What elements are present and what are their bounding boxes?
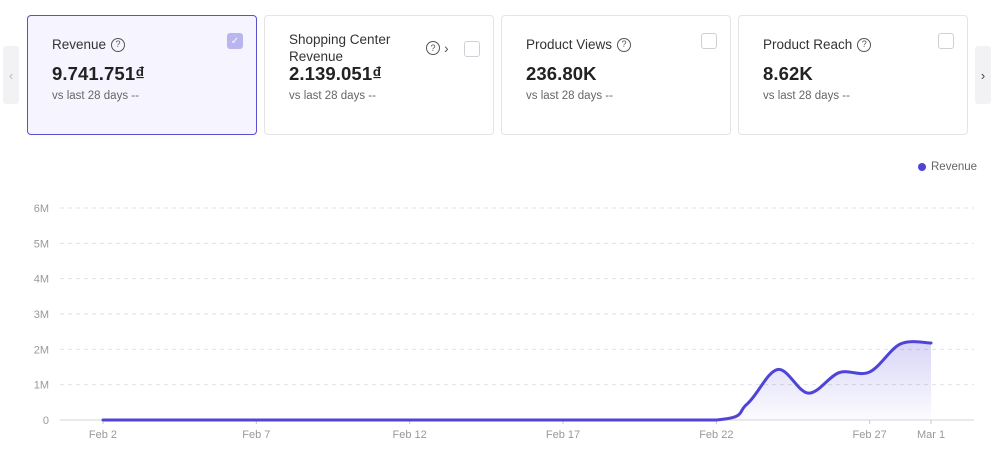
- metric-card-shopping-center-revenue[interactable]: Shopping Center Revenue ? › 2.139.051₫ v…: [264, 15, 494, 135]
- metric-checkbox[interactable]: ✓: [227, 33, 243, 49]
- y-tick-label: 6M: [34, 203, 49, 215]
- metric-checkbox[interactable]: [701, 33, 717, 49]
- chevron-right-icon[interactable]: ›: [444, 40, 449, 56]
- metric-checkbox[interactable]: [464, 41, 480, 57]
- help-icon[interactable]: ?: [617, 37, 632, 52]
- legend-dot: [918, 163, 926, 171]
- scroll-right-button[interactable]: ›: [975, 46, 991, 104]
- card-compare: vs last 28 days --: [763, 90, 850, 102]
- scroll-left-button[interactable]: ‹: [3, 46, 19, 104]
- chevron-right-icon: ›: [980, 67, 986, 83]
- y-tick-label: 2M: [34, 344, 49, 356]
- card-title: Product Views: [526, 37, 613, 52]
- x-tick-label: Feb 17: [546, 429, 580, 441]
- revenue-line: [101, 340, 933, 422]
- card-compare: vs last 28 days --: [52, 90, 139, 102]
- card-value: 9.741.751₫: [52, 63, 145, 84]
- y-tick-label: 1M: [34, 380, 49, 392]
- card-compare: vs last 28 days --: [526, 90, 613, 102]
- card-title: Revenue: [52, 37, 107, 52]
- chart-legend[interactable]: Revenue: [918, 161, 977, 173]
- x-tick-label: Feb 22: [699, 429, 733, 441]
- y-tick-label: 3M: [34, 309, 49, 321]
- chevron-left-icon: ‹: [8, 67, 14, 83]
- card-value: 8.62K: [763, 63, 813, 84]
- x-tick-label: Feb 7: [242, 429, 270, 441]
- card-value: 2.139.051₫: [289, 63, 382, 84]
- x-tick-label: Feb 27: [853, 429, 887, 441]
- help-icon[interactable]: ?: [111, 37, 126, 52]
- card-compare: vs last 28 days --: [289, 90, 376, 102]
- metric-card-product-reach[interactable]: Product Reach ? 8.62K vs last 28 days --: [738, 15, 968, 135]
- metric-checkbox[interactable]: [938, 33, 954, 49]
- card-value: 236.80K: [526, 63, 597, 84]
- card-title: Shopping Center Revenue: [289, 32, 391, 64]
- x-tick-label: Mar 1: [917, 429, 945, 441]
- revenue-chart: 0 1M 2M 3M 4M 5M 6M Feb 2 Feb 7 Feb 12 Feb 17 Feb …: [34, 203, 974, 441]
- x-tick-label: Feb 12: [393, 429, 427, 441]
- card-title: Product Reach: [763, 37, 853, 52]
- metric-card-product-views[interactable]: Product Views ? 236.80K vs last 28 days …: [501, 15, 731, 135]
- legend-label: Revenue: [931, 161, 978, 173]
- y-tick-label: 4M: [34, 274, 49, 286]
- metric-card-revenue[interactable]: Revenue ? ✓ 9.741.751₫ vs last 28 days -…: [27, 15, 257, 135]
- help-icon[interactable]: ?: [426, 41, 440, 55]
- y-tick-label: 5M: [34, 238, 49, 250]
- y-tick-label: 0: [43, 415, 49, 427]
- check-icon: ✓: [230, 35, 240, 47]
- help-icon[interactable]: ?: [857, 37, 872, 52]
- revenue-area: [103, 341, 931, 420]
- x-tick-label: Feb 2: [89, 429, 117, 441]
